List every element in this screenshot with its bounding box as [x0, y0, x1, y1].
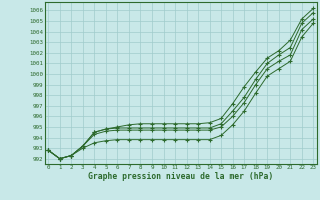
X-axis label: Graphe pression niveau de la mer (hPa): Graphe pression niveau de la mer (hPa) [88, 172, 273, 181]
